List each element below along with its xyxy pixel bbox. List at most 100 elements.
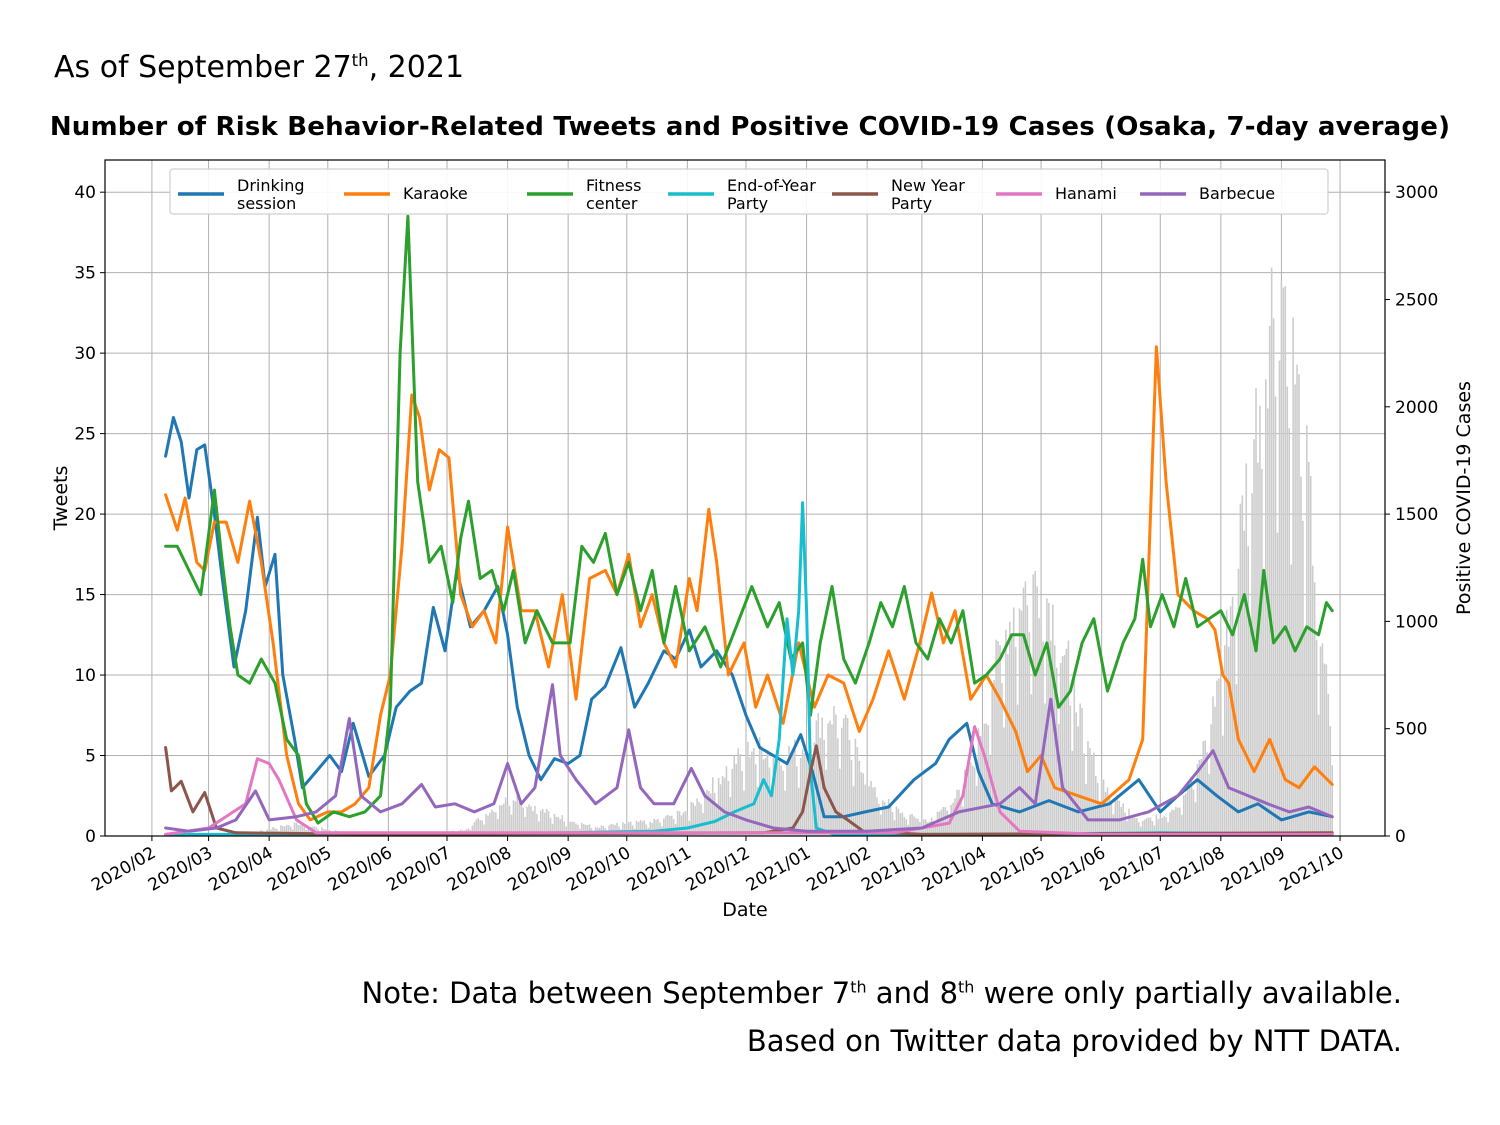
cases-bar <box>1288 428 1291 836</box>
legend-label-3-a: End-of-Year <box>727 176 816 195</box>
cases-bar <box>522 807 524 836</box>
cases-bar <box>811 779 814 836</box>
y-tick-label: 35 <box>74 264 96 284</box>
cases-bar <box>657 818 659 836</box>
y-tick-label: 30 <box>74 344 96 364</box>
cases-bar <box>680 815 683 836</box>
x-tick-label: 2021/06 <box>1038 843 1109 896</box>
cases-bar <box>1126 820 1128 836</box>
cases-bar <box>768 767 771 836</box>
cases-bar <box>911 813 913 836</box>
y-tick-label: 15 <box>74 586 96 606</box>
x-tick-label: 2020/03 <box>145 843 216 896</box>
cases-bar <box>747 741 749 836</box>
cases-bar <box>1083 753 1085 836</box>
chart-title-text: Number of Risk Behavior-Related Tweets a… <box>49 112 1451 142</box>
cases-bar <box>983 723 986 836</box>
cases-bar <box>1222 735 1224 836</box>
cases-bar <box>999 645 1001 836</box>
cases-bar <box>704 796 706 836</box>
cases-bar <box>1210 724 1212 836</box>
cases-bar <box>649 821 651 836</box>
cases-bar <box>1155 814 1158 836</box>
cases-bar <box>272 827 274 836</box>
cases-bar <box>1171 809 1173 836</box>
cases-bar <box>1290 564 1292 836</box>
cases-bar <box>1108 794 1111 836</box>
cases-bar <box>1077 726 1079 836</box>
chart-title: Number of Risk Behavior-Related Tweets a… <box>0 112 1500 142</box>
x-tick-label: 2020/09 <box>504 843 575 896</box>
cases-bar <box>285 824 288 836</box>
cases-bar <box>1308 461 1310 836</box>
cases-bar <box>1327 693 1330 836</box>
cases-bar <box>586 824 589 836</box>
cases-bar <box>948 817 950 836</box>
cases-bar <box>1331 765 1334 836</box>
legend-label-3-b: Party <box>727 194 768 213</box>
y-tick-label: 40 <box>74 183 96 203</box>
cases-bar <box>616 822 618 836</box>
cases-bar <box>1278 360 1281 836</box>
cases-bar <box>655 820 657 836</box>
cases-bar <box>583 824 585 836</box>
cases-bar <box>762 759 765 836</box>
series-line-1 <box>164 345 1334 822</box>
cases-bar <box>627 822 630 836</box>
y2-tick-label: 500 <box>1395 720 1427 740</box>
cases-bar <box>825 769 827 836</box>
cases-bar <box>610 823 612 836</box>
cases-bar <box>1323 663 1326 836</box>
cases-bar <box>1145 818 1148 836</box>
y-axis-label: Tweets <box>50 466 72 532</box>
cases-bar <box>1136 818 1138 836</box>
cases-bar <box>1309 475 1312 836</box>
cases-bar <box>1012 607 1015 836</box>
cases-bar <box>962 806 964 836</box>
cases-bar <box>1319 646 1322 836</box>
cases-bar <box>858 760 861 836</box>
cases-bar <box>1159 817 1162 836</box>
cases-bar <box>799 757 802 836</box>
cases-bar <box>1141 820 1144 836</box>
cases-bar <box>1009 621 1011 836</box>
cases-bar <box>1268 325 1271 836</box>
cases-bar <box>782 770 784 836</box>
cases-bar <box>776 752 779 836</box>
cases-bar <box>1196 764 1199 836</box>
legend-label-6: Barbecue <box>1199 184 1275 203</box>
series-line-2 <box>164 214 1334 825</box>
cases-bar <box>637 822 640 836</box>
cases-bar <box>1321 643 1324 836</box>
note-line1-sup1: th <box>850 977 867 997</box>
cases-bar <box>1266 408 1269 836</box>
cases-bar <box>506 803 509 836</box>
cases-bar <box>993 680 995 836</box>
cases-bar <box>973 767 976 836</box>
cases-bar <box>694 805 696 836</box>
cases-bar <box>839 768 841 836</box>
cases-bar <box>651 823 653 836</box>
cases-bar <box>287 825 290 836</box>
cases-bar <box>1225 609 1228 836</box>
cases-bar <box>770 789 773 836</box>
cases-bar <box>1034 571 1036 836</box>
cases-bar <box>1134 817 1136 836</box>
cases-bar <box>1188 785 1191 836</box>
cases-bar <box>784 790 786 836</box>
note-data-source: Based on Twitter data provided by NTT DA… <box>746 1024 1402 1058</box>
cases-bar <box>495 812 497 836</box>
cases-bar <box>954 798 956 836</box>
cases-bar <box>629 821 632 836</box>
cases-bar <box>1061 656 1064 836</box>
cases-bar <box>1104 791 1107 836</box>
cases-bar <box>969 762 972 836</box>
cases-bar <box>690 801 693 836</box>
cases-bar <box>1020 610 1023 836</box>
cases-bar <box>497 819 499 836</box>
series-line-0 <box>164 416 1334 822</box>
x-tick-label: 2020/04 <box>205 843 276 896</box>
cases-bar <box>766 750 769 836</box>
cases-bar <box>1265 379 1267 836</box>
cases-bar <box>1067 640 1070 836</box>
